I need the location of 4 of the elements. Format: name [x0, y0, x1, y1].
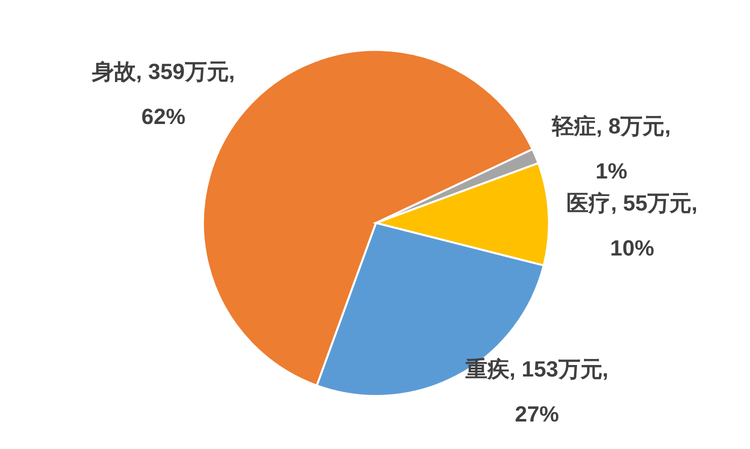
slice-label: 轻症, 8万元, 1%: [551, 114, 671, 184]
slice-label: 重疾, 153万元, 27%: [464, 356, 608, 426]
slice-label: 身故, 359万元, 62%: [90, 58, 235, 129]
slice-label: 医疗, 55万元, 10%: [566, 190, 698, 261]
